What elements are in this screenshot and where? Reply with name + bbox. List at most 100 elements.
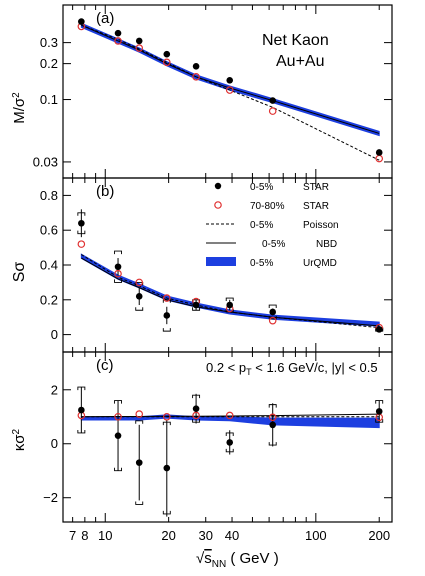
star-central-sys-top (268, 404, 277, 408)
star-central-point (192, 301, 200, 309)
star-central-sys-bottom (114, 467, 122, 472)
star-central-sys-bottom (114, 279, 122, 283)
urqmd-band (80, 414, 380, 429)
star-central-point (163, 464, 171, 472)
legend-star-peripheral-marker (214, 201, 222, 209)
ylabel-b-text: Sσ (11, 262, 28, 283)
y-tick-label: 0.2 (40, 56, 58, 71)
star-peripheral-point (114, 269, 122, 278)
legend-poisson-label: Poisson (303, 220, 339, 231)
xlabel-text: √sNN ( GeV ) (196, 550, 279, 570)
nbd-line (81, 413, 380, 418)
panel-b-label: (b) (96, 183, 114, 200)
star-peripheral-point (192, 73, 200, 81)
star-central-point (269, 308, 277, 316)
star-central-point (78, 18, 85, 25)
y-tick-label: 2 (51, 382, 58, 397)
star-central-sys-top (135, 281, 144, 286)
star-central-point (226, 439, 234, 446)
ylabel-a: M/σ2 (11, 92, 28, 124)
star-central-point (114, 29, 122, 37)
star-central-point (135, 37, 143, 45)
y-tick-label: 0.4 (40, 258, 58, 273)
star-central-sys-top (77, 212, 86, 216)
star-peripheral-point (135, 44, 144, 52)
panel-a: 0.03 0.1 0.2 0.3 (33, 4, 393, 179)
x-tick-label: 7 (69, 528, 76, 543)
star-central-sys-top (162, 299, 171, 303)
star-central-sys-bottom (135, 307, 144, 311)
star-central-point (192, 62, 200, 70)
x-tick-label: 100 (305, 528, 327, 543)
system-line1: Net Kaon (262, 32, 329, 49)
star-central-point (226, 76, 234, 84)
legend-nbd-label: NBD (316, 239, 337, 250)
star-central-sys-bottom (162, 510, 171, 515)
star-peripheral-point (268, 413, 277, 422)
legend-star-peripheral-centrality: 70-80% (250, 201, 285, 212)
y-tick-label: 0.03 (33, 154, 58, 169)
x-tick-label: 10 (98, 528, 112, 543)
y-tick-label: 0.8 (40, 188, 58, 203)
star-central-point (269, 421, 277, 429)
star-peripheral-point (135, 278, 144, 287)
legend-star-peripheral-label: STAR (303, 201, 329, 212)
system-line2: Au+Au (276, 53, 324, 70)
star-peripheral-point (114, 412, 122, 421)
ylabel-c-text: κσ2 (11, 428, 28, 451)
star-central-point (375, 326, 383, 333)
star-central-sys-bottom (162, 328, 171, 332)
legend-star-central-label: STAR (303, 182, 329, 193)
y-tick-label: 0.3 (40, 35, 58, 50)
star-central-sys-top (268, 304, 277, 309)
xlabel: √sNN ( GeV ) (196, 550, 279, 570)
star-central-point (78, 219, 85, 227)
star-peripheral-point (135, 410, 144, 418)
star-central-point (192, 405, 200, 412)
star-central-point (269, 97, 277, 104)
star-central-sys-top (77, 386, 86, 391)
star-central-sys-bottom (135, 501, 144, 505)
y-tick-label: 0 (51, 327, 58, 342)
poisson-line (81, 254, 380, 329)
star-peripheral-point (77, 240, 86, 248)
y-tick-label: 0.2 (40, 292, 58, 307)
legend-urqmd-swatch (206, 257, 236, 266)
star-central-sys-bottom (268, 442, 277, 446)
star-central-sys-top (114, 250, 122, 255)
star-central-point (375, 408, 383, 415)
star-peripheral-point (268, 107, 277, 115)
ylabel-a-text: M/σ2 (11, 92, 28, 124)
panels: 0.030.10.20.37 8 10 20 30 40 100 20000.20.40.60… (33, 4, 393, 543)
kinematic-cut-text: 0.2 < pT < 1.6 GeV/c, |y| < 0.5 (206, 360, 378, 377)
star-central-point (135, 459, 143, 466)
star-central-sys-bottom (225, 448, 234, 453)
star-peripheral-point (268, 316, 277, 325)
star-central-point (78, 406, 85, 414)
star-central-sys-bottom (192, 419, 201, 423)
star-peripheral-point (375, 154, 384, 163)
star-central-point (135, 293, 143, 300)
star-central-sys-top (375, 400, 384, 404)
ylabel-c: κσ2 (11, 428, 28, 451)
x-tick-label: 8 (81, 528, 88, 543)
legend-star-central-marker (214, 182, 222, 190)
star-central-point (375, 149, 383, 156)
star-central-point (163, 50, 171, 58)
star-central-sys-bottom (375, 419, 384, 423)
y-tick-label: 0 (51, 436, 58, 451)
poisson-line (81, 24, 380, 161)
legend: 0-5% STAR 70-80% STAR 0-5% Poisson 0-5% … (206, 182, 339, 269)
star-peripheral-point (162, 412, 171, 421)
y-tick-label: −2 (43, 490, 58, 505)
kinematic-cut: 0.2 < pT < 1.6 GeV/c, |y| < 0.5 (206, 360, 378, 377)
legend-poisson-centrality: 0-5% (250, 220, 273, 231)
x-tick-label: 40 (225, 528, 239, 543)
star-central-sys-bottom (77, 230, 86, 235)
panel-c-label: (c) (96, 357, 114, 374)
panel-b: 0 0.2 0.4 0.6 0.8 (40, 177, 393, 353)
panel-c: −2 0 2 (43, 351, 393, 523)
star-central-point (226, 301, 234, 309)
legend-urqmd-centrality: 0-5% (250, 258, 273, 269)
